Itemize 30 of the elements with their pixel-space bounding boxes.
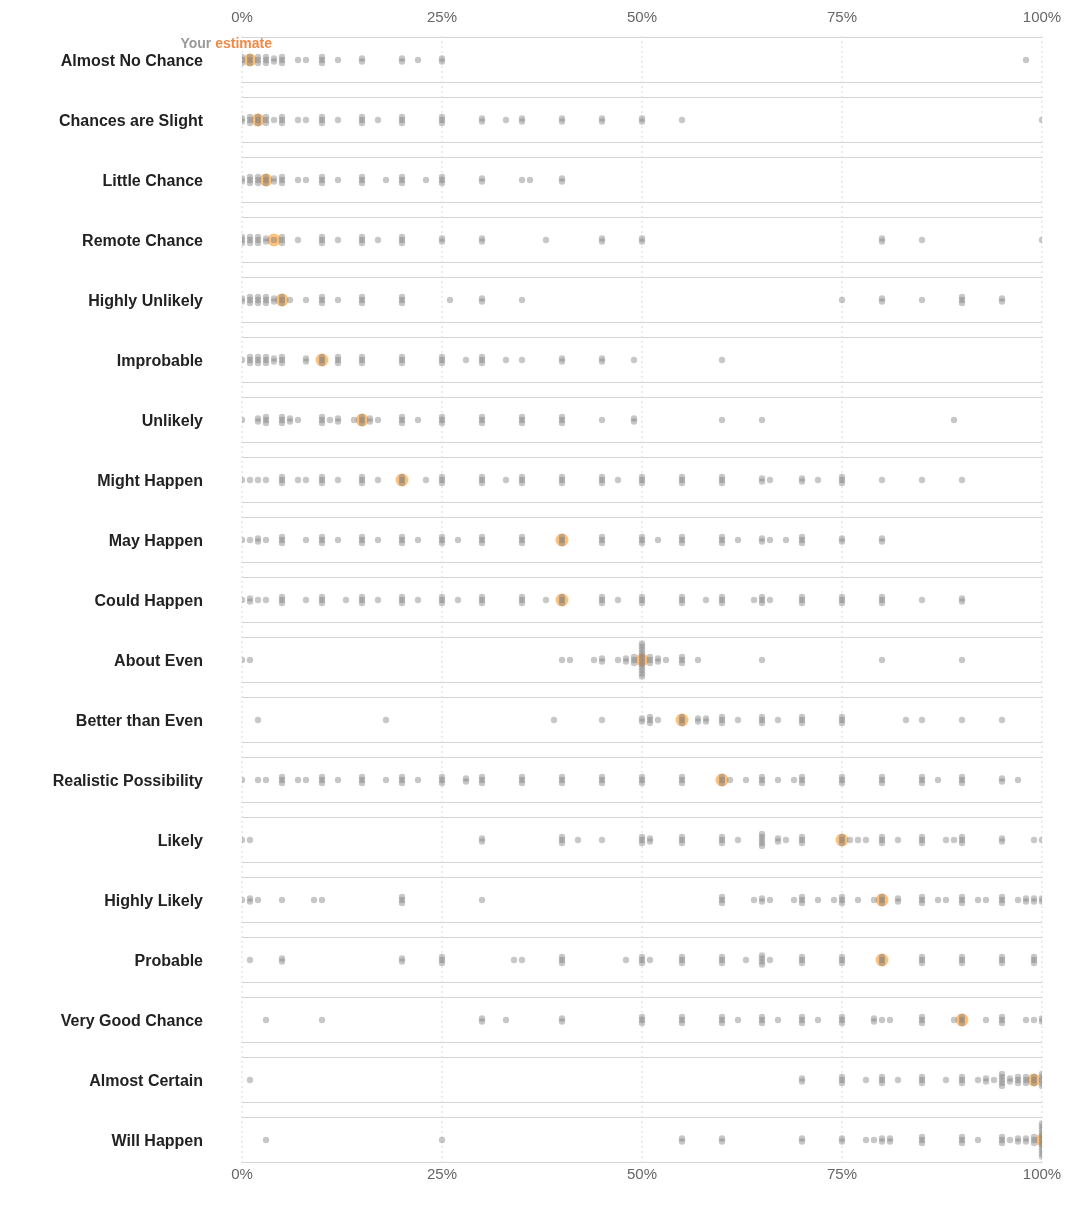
x-tick-label: 75% xyxy=(826,1164,858,1182)
y-tick-label: Almost Certain xyxy=(89,1071,203,1089)
series-label: Your estimate xyxy=(180,35,272,51)
y-tick-label: Little Chance xyxy=(102,171,204,189)
x-tick-label: 100% xyxy=(1022,1164,1062,1182)
y-tick-label: Improbable xyxy=(116,351,204,369)
x2-tick-label: 25% xyxy=(426,8,458,25)
x-tick-label: 0% xyxy=(231,1164,253,1182)
y-tick-label: About Even xyxy=(114,651,203,669)
y-tick-label: Remote Chance xyxy=(82,231,204,249)
x-tick-label: 50% xyxy=(626,1164,658,1182)
y-tick-label: Chances are Slight xyxy=(58,111,204,129)
y-tick-label: Likely xyxy=(157,831,204,849)
x2-tick-label: 0% xyxy=(231,8,253,25)
x-tick-label: 25% xyxy=(426,1164,458,1182)
y-tick-label: Highly Unlikely xyxy=(88,291,204,309)
y-tick-label: Very Good Chance xyxy=(60,1011,204,1029)
y-tick-label: Probable xyxy=(134,951,204,969)
x2-tick-label: 100% xyxy=(1022,8,1062,25)
y-tick-label: May Happen xyxy=(108,531,203,549)
y-tick-label: Highly Likely xyxy=(104,891,204,909)
y-tick-label: Unlikely xyxy=(141,411,204,429)
x2-tick-label: 50% xyxy=(626,8,658,25)
y-tick-label: Almost No Chance xyxy=(60,51,204,69)
x2-tick-label: 75% xyxy=(826,8,858,25)
y-tick-label: Better than Even xyxy=(75,711,203,729)
y-tick-label: Might Happen xyxy=(97,471,203,489)
y-tick-label: Realistic Possibility xyxy=(52,771,204,789)
y-tick-label: Will Happen xyxy=(111,1131,203,1149)
y-tick-label: Could Happen xyxy=(94,591,203,609)
